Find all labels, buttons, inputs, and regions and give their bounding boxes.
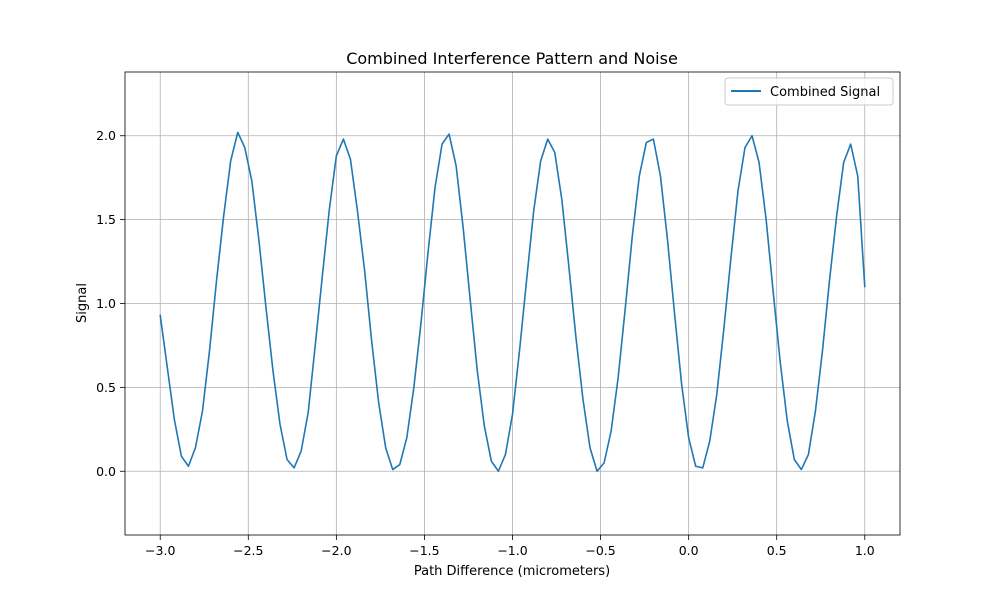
x-tick-label: −2.0 [321,543,351,558]
x-tick-label: 1.0 [855,543,875,558]
legend: Combined Signal [724,77,894,106]
x-tick-label: −1.5 [409,543,439,558]
x-tick-label: −2.5 [233,543,263,558]
y-axis-title: Signal [75,283,90,323]
y-tick-label: 2.0 [96,128,116,143]
legend-label-combined-signal: Combined Signal [770,85,880,100]
y-tick-label: 0.0 [96,464,116,479]
y-tick-label: 1.0 [96,296,116,311]
legend-box [724,77,894,106]
y-tick-label: 0.5 [96,380,116,395]
series-layer [159,131,866,473]
grid [125,72,900,535]
series-line-combined-signal [159,131,866,473]
x-tick-label: 0.5 [767,543,787,558]
y-tick-label: 1.5 [96,212,116,227]
chart-title: Combined Interference Pattern and Noise [346,49,678,68]
x-axis-title: Path Difference (micrometers) [414,564,610,579]
axis-ticks: −3.0 −2.5 −2.0 −1.5 −1.0 −0.5 0.0 0.5 1.0 0.0 0.5 1… [96,128,875,558]
x-tick-label: −3.0 [145,543,175,558]
x-tick-label: −1.0 [497,543,527,558]
x-tick-label: −0.5 [585,543,615,558]
x-tick-label: 0.0 [679,543,699,558]
